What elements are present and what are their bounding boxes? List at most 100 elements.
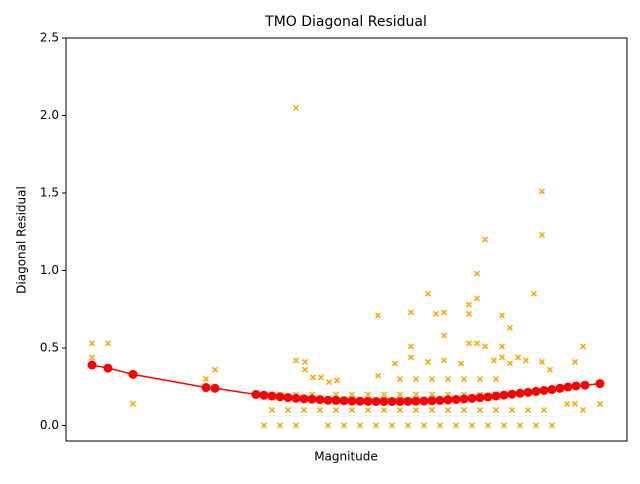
line-point — [523, 387, 533, 397]
scatter-marker — [260, 422, 268, 429]
scatter-marker — [412, 406, 420, 414]
line-point — [307, 394, 317, 404]
line-point — [259, 390, 269, 400]
scatter-marker — [424, 358, 432, 365]
scatter-marker — [532, 422, 540, 429]
scatter-marker — [444, 375, 452, 383]
line-point — [201, 383, 211, 393]
line-point — [339, 396, 349, 406]
scatter-marker — [432, 310, 440, 317]
scatter-marker — [465, 340, 473, 347]
line-point — [291, 393, 301, 403]
scatter-marker — [388, 422, 396, 429]
scatter-marker — [380, 391, 388, 398]
line-point — [299, 394, 309, 404]
scatter-marker — [563, 400, 571, 407]
line-point — [491, 391, 501, 401]
scatter-marker — [420, 422, 428, 429]
line-point — [547, 385, 557, 395]
line-point — [403, 396, 413, 406]
scatter-marker — [309, 374, 317, 381]
scatter-marker — [492, 375, 500, 383]
scatter-marker — [516, 422, 524, 429]
scatter-marker — [316, 406, 324, 414]
scatter-marker — [490, 357, 498, 364]
scatter-marker — [88, 340, 96, 347]
line-point — [580, 380, 590, 390]
scatter-marker — [481, 343, 489, 350]
line-point — [595, 379, 605, 389]
scatter-marker — [364, 406, 372, 414]
scatter-marker — [524, 406, 532, 414]
line-point — [87, 360, 97, 370]
line-point — [443, 395, 453, 405]
line-point — [507, 389, 517, 399]
scatter-marker — [333, 377, 341, 384]
scatter-marker — [440, 309, 448, 316]
line — [91, 364, 601, 403]
scatter-marker — [292, 104, 300, 111]
x-axis-label: Magnitude — [314, 450, 378, 464]
line-point — [363, 396, 373, 406]
scatter-marker — [276, 422, 284, 429]
scatter-marker — [324, 422, 332, 429]
line-point — [347, 396, 357, 406]
line-point — [435, 395, 445, 405]
scatter-marker — [522, 357, 530, 364]
scatter-marker — [484, 422, 492, 429]
scatter-marker — [498, 354, 506, 361]
line-point — [371, 396, 381, 406]
scatter-marker — [340, 422, 348, 429]
line-point — [331, 395, 341, 405]
scatter-marker — [348, 406, 356, 414]
line-point — [323, 395, 333, 405]
y-tick-label: 0.5 — [40, 341, 59, 355]
scatter-marker — [104, 340, 112, 347]
scatter-marker — [407, 354, 415, 361]
line-point — [427, 396, 437, 406]
line-point — [419, 396, 429, 406]
scatter-marker — [460, 375, 468, 383]
scatter-marker — [460, 406, 468, 414]
scatter-marker — [476, 406, 484, 414]
scatter-marker — [492, 406, 500, 414]
scatter-marker — [301, 366, 309, 373]
scatter-marker — [300, 406, 308, 414]
scatter-marker — [396, 391, 404, 398]
scatter-marker — [380, 406, 388, 414]
line-point — [451, 394, 461, 404]
scatter-marker — [440, 332, 448, 339]
scatter-marker — [508, 406, 516, 414]
scatter-marker — [468, 422, 476, 429]
scatter-marker — [348, 391, 356, 398]
line-point — [355, 396, 365, 406]
scatter-marker — [428, 375, 436, 383]
line-point — [267, 391, 277, 401]
scatter-marker — [202, 375, 210, 383]
scatter-marker — [407, 343, 415, 350]
scatter-marker — [473, 270, 481, 277]
scatter-marker — [579, 343, 587, 350]
scatter-marker — [211, 366, 219, 373]
scatter-marker — [129, 400, 137, 407]
scatter-marker — [372, 422, 380, 429]
line-point — [563, 382, 573, 392]
line-point — [539, 385, 549, 395]
scatter-marker — [325, 379, 333, 386]
line-point — [395, 396, 405, 406]
scatter-marker — [396, 375, 404, 383]
line-point — [387, 396, 397, 406]
scatter-marker — [538, 231, 546, 238]
scatter-marker — [284, 406, 292, 414]
scatter-marker — [473, 340, 481, 347]
scatter-marker — [538, 358, 546, 365]
line-point — [251, 390, 261, 399]
scatter-marker — [404, 422, 412, 429]
y-tick-label: 2.0 — [40, 108, 59, 122]
line-point — [499, 390, 509, 400]
scatter-marker — [424, 290, 432, 297]
scatter-marker — [506, 360, 514, 367]
scatter-marker — [571, 400, 579, 407]
scatter-marker — [476, 375, 484, 383]
